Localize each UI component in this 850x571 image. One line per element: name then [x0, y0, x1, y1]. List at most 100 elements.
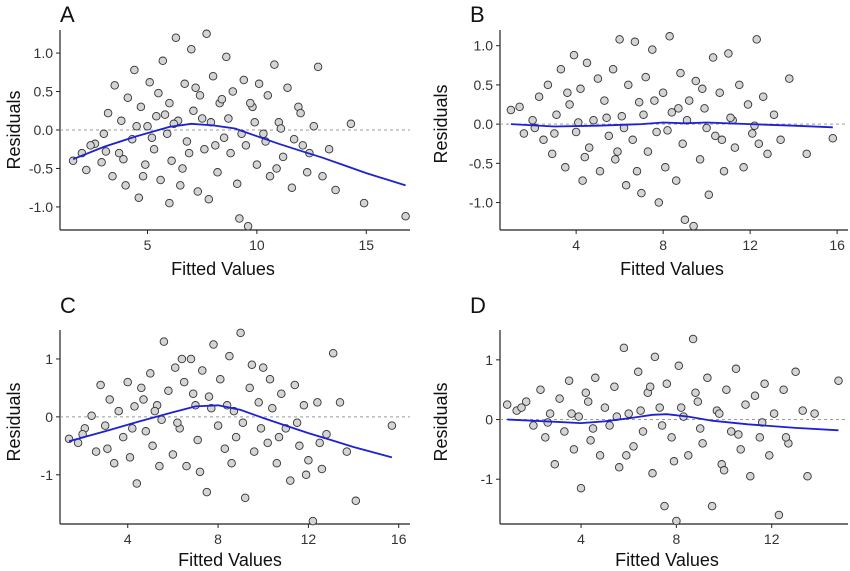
panel-d-residual-point: [536, 385, 545, 394]
panel-a-residual-point: [110, 81, 119, 90]
panel-a-residual-point: [265, 171, 275, 181]
panel-b-letter: B: [470, 2, 485, 27]
panel-a-residual-point: [184, 148, 194, 158]
panel-a-residual-point: [103, 108, 113, 118]
panel-b-residual-point: [630, 37, 640, 47]
panel-c-residual-point: [168, 450, 178, 459]
panel-b-residual-point: [641, 72, 650, 82]
panel-b-residual-point: [580, 152, 590, 162]
panel-b-residual-point: [802, 149, 811, 159]
panel-d-residual-point: [803, 471, 812, 481]
panel-a-residual-point: [193, 187, 203, 196]
panel-b-y-tick-label: -0.5: [469, 155, 493, 171]
panel-d-residual-point: [614, 463, 624, 472]
panel-d-residual-point: [517, 403, 526, 412]
panel-d-residual-point: [636, 406, 645, 415]
panel-d-residual-point: [657, 421, 667, 430]
panel-b-residual-point: [571, 127, 581, 137]
panel-b-residual-point: [674, 104, 683, 113]
panel-d-residual-point: [693, 397, 703, 406]
panel-b-residual-point: [565, 100, 574, 109]
panel-b-residual-point: [748, 129, 757, 138]
panel-d-residual-point: [588, 424, 598, 433]
panel-c-x-tick-label: 8: [214, 531, 222, 547]
panel-d-residual-point: [726, 427, 736, 436]
panel-a-residual-point: [182, 137, 192, 146]
panel-a-residual-point: [243, 221, 253, 231]
panel-d-residual-point: [676, 403, 686, 412]
panel-a-residual-point: [200, 144, 209, 154]
panel-c-residual-point: [195, 467, 205, 477]
panel-b-residual-point: [600, 96, 609, 105]
panel-d-residual-point: [684, 451, 693, 460]
panel-c-residual-point: [186, 354, 196, 364]
panel-d-residual-point: [755, 433, 765, 442]
panel-c-residual-point: [159, 337, 169, 346]
panel-a-residual-point: [296, 108, 305, 118]
panel-a-y-tick-label: -0.5: [29, 160, 53, 176]
panel-c-residual-point: [173, 418, 182, 427]
panel-d-residual-point: [583, 397, 593, 406]
panel-b-residual-point: [617, 112, 627, 121]
panel-d-residual-point: [529, 421, 538, 430]
panel-c-residual-point: [177, 354, 187, 364]
panel-c-residual-point: [254, 398, 263, 407]
panel-a-residual-point: [154, 88, 163, 98]
panel-b-residual-point: [534, 92, 544, 101]
panel-b-residual-point: [593, 74, 603, 83]
panel-c-smooth-fit-line: [68, 404, 393, 459]
panel-b-residual-point: [515, 102, 524, 112]
panel-a-residual-point: [160, 110, 170, 119]
panel-a-residual-point: [331, 185, 340, 195]
panel-a-residual-point: [309, 121, 319, 131]
panel-d-residual-point: [619, 343, 629, 353]
panel-a-residual-point: [189, 106, 198, 116]
panel-c-residual-point: [249, 447, 259, 456]
panel-b-residual-point: [702, 123, 711, 133]
panel-d-residual-point: [791, 367, 800, 377]
panel-a-residual-point: [82, 165, 91, 175]
panel-a-x-tick-label: 10: [249, 237, 265, 253]
panel-d-smooth-fit-line: [507, 413, 839, 432]
panel-c-residual-point: [182, 461, 191, 471]
panel-c-y-tick-label: 0: [45, 409, 53, 425]
panel-a-residual-point: [289, 134, 299, 144]
panel-a-residual-point: [145, 78, 154, 87]
panel-b-residual-point: [665, 32, 674, 41]
panel-b-residual-point: [724, 49, 733, 58]
panel-a-x-axis-title: Fitted Values: [171, 259, 275, 279]
panel-a-residual-point: [254, 79, 264, 89]
panel-b-residual-point: [689, 221, 698, 231]
panel-a-x-tick-label: 5: [144, 237, 152, 253]
panel-a-residual-point: [217, 94, 227, 104]
panel-a-residual-point: [222, 52, 231, 62]
panel-c-residual-point: [335, 398, 345, 407]
panel-c-residual-point: [265, 374, 275, 384]
panel-b-residual-point: [569, 50, 579, 60]
panel-d-residual-point: [774, 510, 784, 520]
panel-b-residual-point: [654, 198, 664, 207]
panel-a-x-tick-label: 15: [358, 237, 374, 253]
panel-c-residual-point: [313, 398, 322, 407]
panel-c-residual-point: [155, 461, 164, 471]
panel-d-residual-point: [722, 385, 731, 394]
panel-a-residual-point: [211, 141, 220, 150]
panel-b-residual-point: [717, 135, 727, 145]
panel-c-residual-point: [209, 340, 218, 349]
panel-d-residual-point: [719, 466, 729, 475]
panel-d-residual-point: [734, 430, 743, 439]
panel-c-residual-point: [170, 363, 180, 372]
panel-a-residual-point: [204, 194, 214, 204]
panel-d-residual-point: [672, 516, 681, 526]
panel-a-residual-point: [318, 171, 327, 181]
panel-b-residual-point: [667, 108, 677, 117]
panel-a-residual-point: [132, 121, 141, 131]
panel-d-residual-point: [667, 433, 676, 442]
panel-b-residual-point: [652, 127, 661, 137]
panel-c-residual-point: [268, 403, 277, 413]
panel-c-y-tick-label: -1: [41, 467, 54, 483]
panel-a-residual-point: [283, 83, 292, 92]
panel-b-residual-point: [639, 110, 648, 119]
panel-b-residual-point: [695, 155, 705, 164]
panel-c-residual-point: [130, 402, 139, 411]
